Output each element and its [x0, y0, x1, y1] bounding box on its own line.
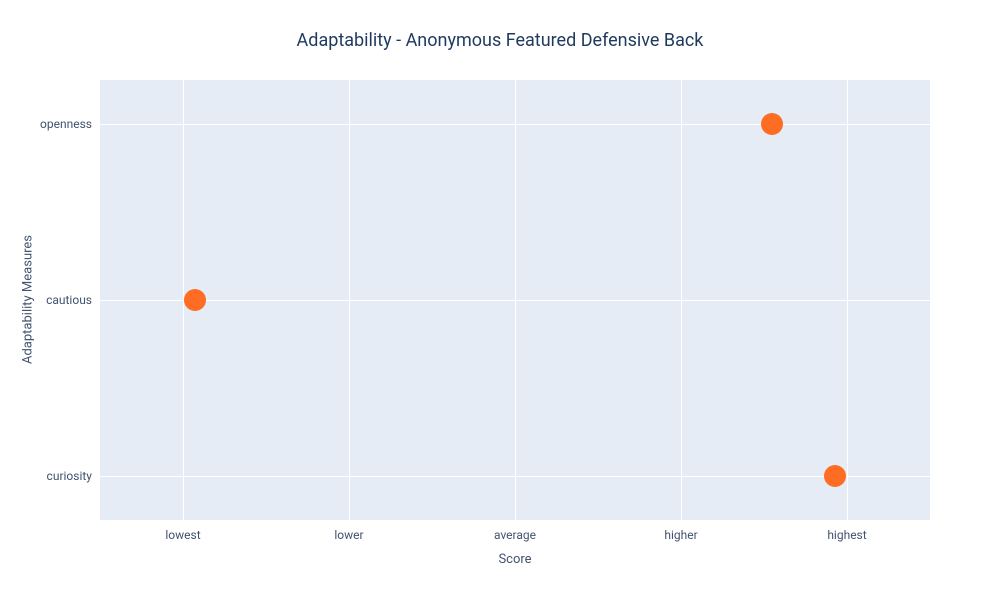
x-tick-label: lowest: [165, 528, 200, 542]
x-tick-label: highest: [827, 528, 866, 542]
chart-title: Adaptability - Anonymous Featured Defens…: [0, 30, 1000, 51]
y-tick-label: openness: [40, 117, 92, 131]
gridline-horizontal: [100, 124, 930, 125]
y-tick-label: cautious: [46, 293, 92, 307]
x-tick-label: average: [494, 528, 536, 542]
data-marker: [824, 465, 846, 487]
data-marker: [761, 113, 783, 135]
x-tick-label: lower: [334, 528, 363, 542]
plot-area: [100, 80, 930, 520]
y-axis-label: Adaptability Measures: [21, 80, 36, 520]
y-tick-label: curiosity: [47, 469, 92, 483]
data-marker: [184, 289, 206, 311]
chart-container: Adaptability - Anonymous Featured Defens…: [0, 0, 1000, 600]
x-axis-label: Score: [100, 552, 930, 567]
gridline-horizontal: [100, 476, 930, 477]
gridline-horizontal: [100, 300, 930, 301]
x-tick-label: higher: [664, 528, 697, 542]
